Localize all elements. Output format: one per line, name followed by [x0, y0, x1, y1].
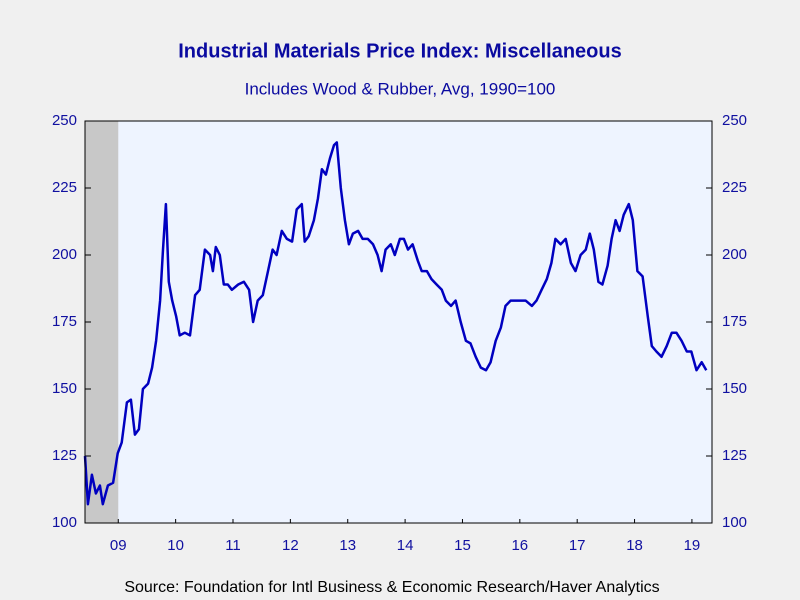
x-tick-label: 09 — [110, 537, 127, 554]
y-tick-label: 125 — [52, 447, 77, 464]
source-note: Source: Foundation for Intl Business & E… — [124, 579, 659, 596]
x-tick-label: 19 — [684, 537, 701, 554]
y-tick-label: 100 — [52, 514, 77, 531]
y2-tick-label: 125 — [722, 447, 747, 464]
x-tick-label: 16 — [511, 537, 528, 554]
x-tick-label: 15 — [454, 537, 471, 554]
x-tick-label: 13 — [339, 537, 356, 554]
x-tick-label: 11 — [225, 537, 241, 554]
y2-tick-label: 250 — [722, 112, 747, 129]
y2-tick-label: 175 — [722, 313, 747, 330]
y-tick-label: 225 — [52, 179, 77, 196]
y-tick-label: 250 — [52, 112, 77, 129]
chart-subtitle: Includes Wood & Rubber, Avg, 1990=100 — [245, 79, 556, 98]
x-tick-label: 17 — [569, 537, 586, 554]
plot-border — [84, 120, 713, 524]
y-tick-label: 200 — [52, 246, 77, 263]
x-tick-label: 14 — [397, 537, 414, 554]
x-tick-label: 10 — [167, 537, 184, 554]
y2-tick-label: 200 — [722, 246, 747, 263]
x-tick-label: 12 — [282, 537, 299, 554]
y2-tick-label: 225 — [722, 179, 747, 196]
series-line — [83, 141, 708, 506]
x-tick-label: 18 — [626, 537, 643, 554]
y2-tick-label: 100 — [722, 514, 747, 531]
chart-title: Industrial Materials Price Index: Miscel… — [178, 40, 622, 62]
y-tick-label: 150 — [52, 380, 77, 397]
y-tick-label: 175 — [52, 313, 77, 330]
y2-tick-label: 150 — [722, 380, 747, 397]
plot-area — [85, 121, 712, 523]
